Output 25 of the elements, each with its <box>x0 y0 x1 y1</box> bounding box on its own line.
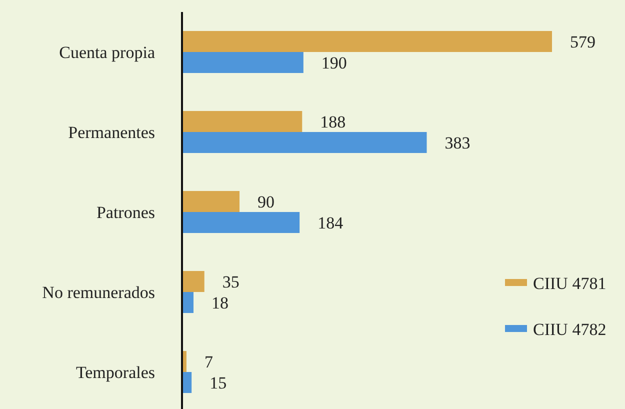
bar <box>182 52 304 73</box>
bar <box>182 132 427 153</box>
bar <box>182 191 240 212</box>
data-label: 184 <box>318 214 344 232</box>
data-label: 35 <box>222 272 240 292</box>
legend-label: CIIU 4782 <box>533 320 606 339</box>
y-tick-label: Cuenta propia <box>59 43 156 62</box>
data-label: 90 <box>258 192 275 212</box>
bar <box>182 292 194 313</box>
bar <box>182 111 302 132</box>
bar <box>182 31 552 52</box>
data-label: 579 <box>570 32 596 52</box>
bar <box>182 212 300 233</box>
legend-label: CIIU 4781 <box>533 274 606 293</box>
data-label: 190 <box>321 54 347 72</box>
data-label: 383 <box>444 134 470 152</box>
y-tick-label: Patrones <box>96 203 155 222</box>
y-tick-label: Temporales <box>76 363 155 382</box>
data-label: 7 <box>204 352 214 372</box>
y-tick-label: No remunerados <box>42 283 155 302</box>
data-label: 188 <box>320 112 346 132</box>
data-label: 18 <box>212 294 229 312</box>
data-label: 15 <box>210 374 227 392</box>
bar <box>182 271 204 292</box>
y-tick-label: Permanentes <box>68 123 155 142</box>
